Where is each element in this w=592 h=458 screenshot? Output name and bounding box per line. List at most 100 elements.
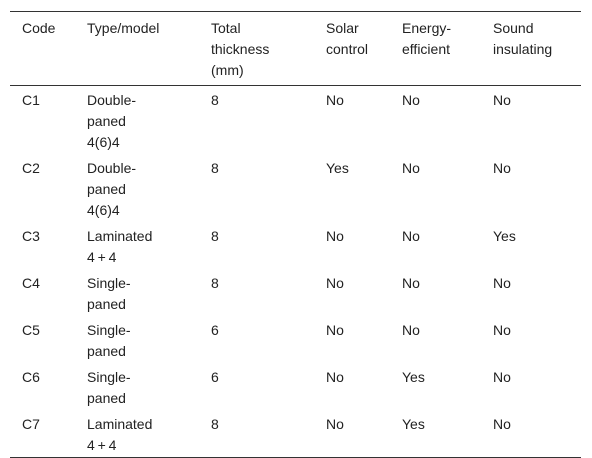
header-cell: Sound insulating xyxy=(481,11,581,86)
cell-text: No xyxy=(493,322,511,338)
table-body: C1 Double-paned 4(6)4 8 No No No C2 Double-pane… xyxy=(10,86,581,458)
cell-text: No xyxy=(493,92,511,108)
table-cell: 8 xyxy=(199,222,314,269)
cell-text: 6 xyxy=(211,322,219,338)
table-row: C7 Laminated 4 + 4 8 No Yes No xyxy=(10,410,581,458)
table-cell: C3 xyxy=(10,222,75,269)
data-table: Code Type/model Total thickness (mm) Solar … xyxy=(10,11,581,458)
table-cell: No xyxy=(390,86,481,155)
table-cell: C7 xyxy=(10,410,75,458)
header-cell: Energy-efficient xyxy=(390,11,481,86)
table-cell: C1 xyxy=(10,86,75,155)
table-row: C2 Double-paned 4(6)4 8 Yes No No xyxy=(10,154,581,222)
header-cell: Type/model xyxy=(75,11,199,86)
table-cell: 6 xyxy=(199,316,314,363)
cell-text: C4 xyxy=(22,275,40,291)
table-cell: No xyxy=(314,222,390,269)
cell-text: 8 xyxy=(211,160,219,176)
cell-text: No xyxy=(493,416,511,432)
cell-text: Type/model xyxy=(87,20,160,36)
cell-text: No xyxy=(402,275,420,291)
cell-text: C2 xyxy=(22,160,40,176)
cell-text: Single-paned xyxy=(87,322,131,359)
table-cell: Single-paned xyxy=(75,363,199,410)
table-cell: Double-paned 4(6)4 xyxy=(75,154,199,222)
table-row: C6 Single-paned 6 No Yes No xyxy=(10,363,581,410)
table-header: Code Type/model Total thickness (mm) Solar … xyxy=(10,11,581,86)
cell-text: Yes xyxy=(402,369,425,385)
cell-text: Single-paned xyxy=(87,275,131,312)
cell-text: C7 xyxy=(22,416,40,432)
cell-text: Energy-efficient xyxy=(402,20,452,57)
header-cell: Solar control xyxy=(314,11,390,86)
table-cell: No xyxy=(481,410,581,458)
cell-text: No xyxy=(326,369,344,385)
cell-text: No xyxy=(402,228,420,244)
table-cell: Yes xyxy=(390,410,481,458)
cell-text: No xyxy=(402,92,420,108)
cell-text: Solar control xyxy=(326,20,369,57)
table-cell: No xyxy=(481,363,581,410)
table-cell: No xyxy=(314,316,390,363)
header-row: Code Type/model Total thickness (mm) Solar … xyxy=(10,11,581,86)
cell-text: No xyxy=(326,228,344,244)
cell-text: No xyxy=(493,160,511,176)
cell-text: C1 xyxy=(22,92,40,108)
header-cell: Code xyxy=(10,11,75,86)
table-cell: Single-paned xyxy=(75,269,199,316)
cell-text: No xyxy=(493,275,511,291)
cell-text: 8 xyxy=(211,275,219,291)
cell-text: 8 xyxy=(211,228,219,244)
table-cell: 6 xyxy=(199,363,314,410)
cell-text: C3 xyxy=(22,228,40,244)
cell-text: Double-paned 4(6)4 xyxy=(87,92,137,150)
table-row: C3 Laminated 4 + 4 8 No No Yes xyxy=(10,222,581,269)
table-cell: No xyxy=(390,269,481,316)
table-cell: Single-paned xyxy=(75,316,199,363)
cell-text: Laminated 4 + 4 xyxy=(87,228,153,265)
table-cell: No xyxy=(314,86,390,155)
cell-text: No xyxy=(402,322,420,338)
table-cell: C4 xyxy=(10,269,75,316)
cell-text: Total thickness (mm) xyxy=(211,20,270,78)
table-cell: C2 xyxy=(10,154,75,222)
table-cell: Yes xyxy=(481,222,581,269)
table-row: C4 Single-paned 8 No No No xyxy=(10,269,581,316)
table-cell: C5 xyxy=(10,316,75,363)
table-cell: No xyxy=(481,154,581,222)
cell-text: C5 xyxy=(22,322,40,338)
cell-text: No xyxy=(326,322,344,338)
cell-text: Single-paned xyxy=(87,369,131,406)
cell-text: Yes xyxy=(326,160,349,176)
table-cell: No xyxy=(481,316,581,363)
table-cell: Yes xyxy=(314,154,390,222)
table-cell: 8 xyxy=(199,154,314,222)
table-cell: No xyxy=(314,363,390,410)
cell-text: No xyxy=(493,369,511,385)
table-cell: No xyxy=(481,269,581,316)
table-cell: C6 xyxy=(10,363,75,410)
table-cell: 8 xyxy=(199,269,314,316)
table-cell: Laminated 4 + 4 xyxy=(75,222,199,269)
table-cell: No xyxy=(390,316,481,363)
table-cell: No xyxy=(481,86,581,155)
cell-text: No xyxy=(326,275,344,291)
cell-text: Code xyxy=(22,20,56,36)
cell-text: No xyxy=(326,416,344,432)
cell-text: C6 xyxy=(22,369,40,385)
cell-text: 8 xyxy=(211,92,219,108)
table-cell: Double-paned 4(6)4 xyxy=(75,86,199,155)
cell-text: Sound insulating xyxy=(493,20,553,57)
header-cell: Total thickness (mm) xyxy=(199,11,314,86)
table-row: C5 Single-paned 6 No No No xyxy=(10,316,581,363)
cell-text: No xyxy=(326,92,344,108)
cell-text: 8 xyxy=(211,416,219,432)
cell-text: 6 xyxy=(211,369,219,385)
cell-text: Laminated 4 + 4 xyxy=(87,416,153,453)
table-cell: No xyxy=(390,222,481,269)
table-cell: No xyxy=(314,410,390,458)
cell-text: Yes xyxy=(493,228,516,244)
table-cell: 8 xyxy=(199,86,314,155)
table-cell: No xyxy=(390,154,481,222)
